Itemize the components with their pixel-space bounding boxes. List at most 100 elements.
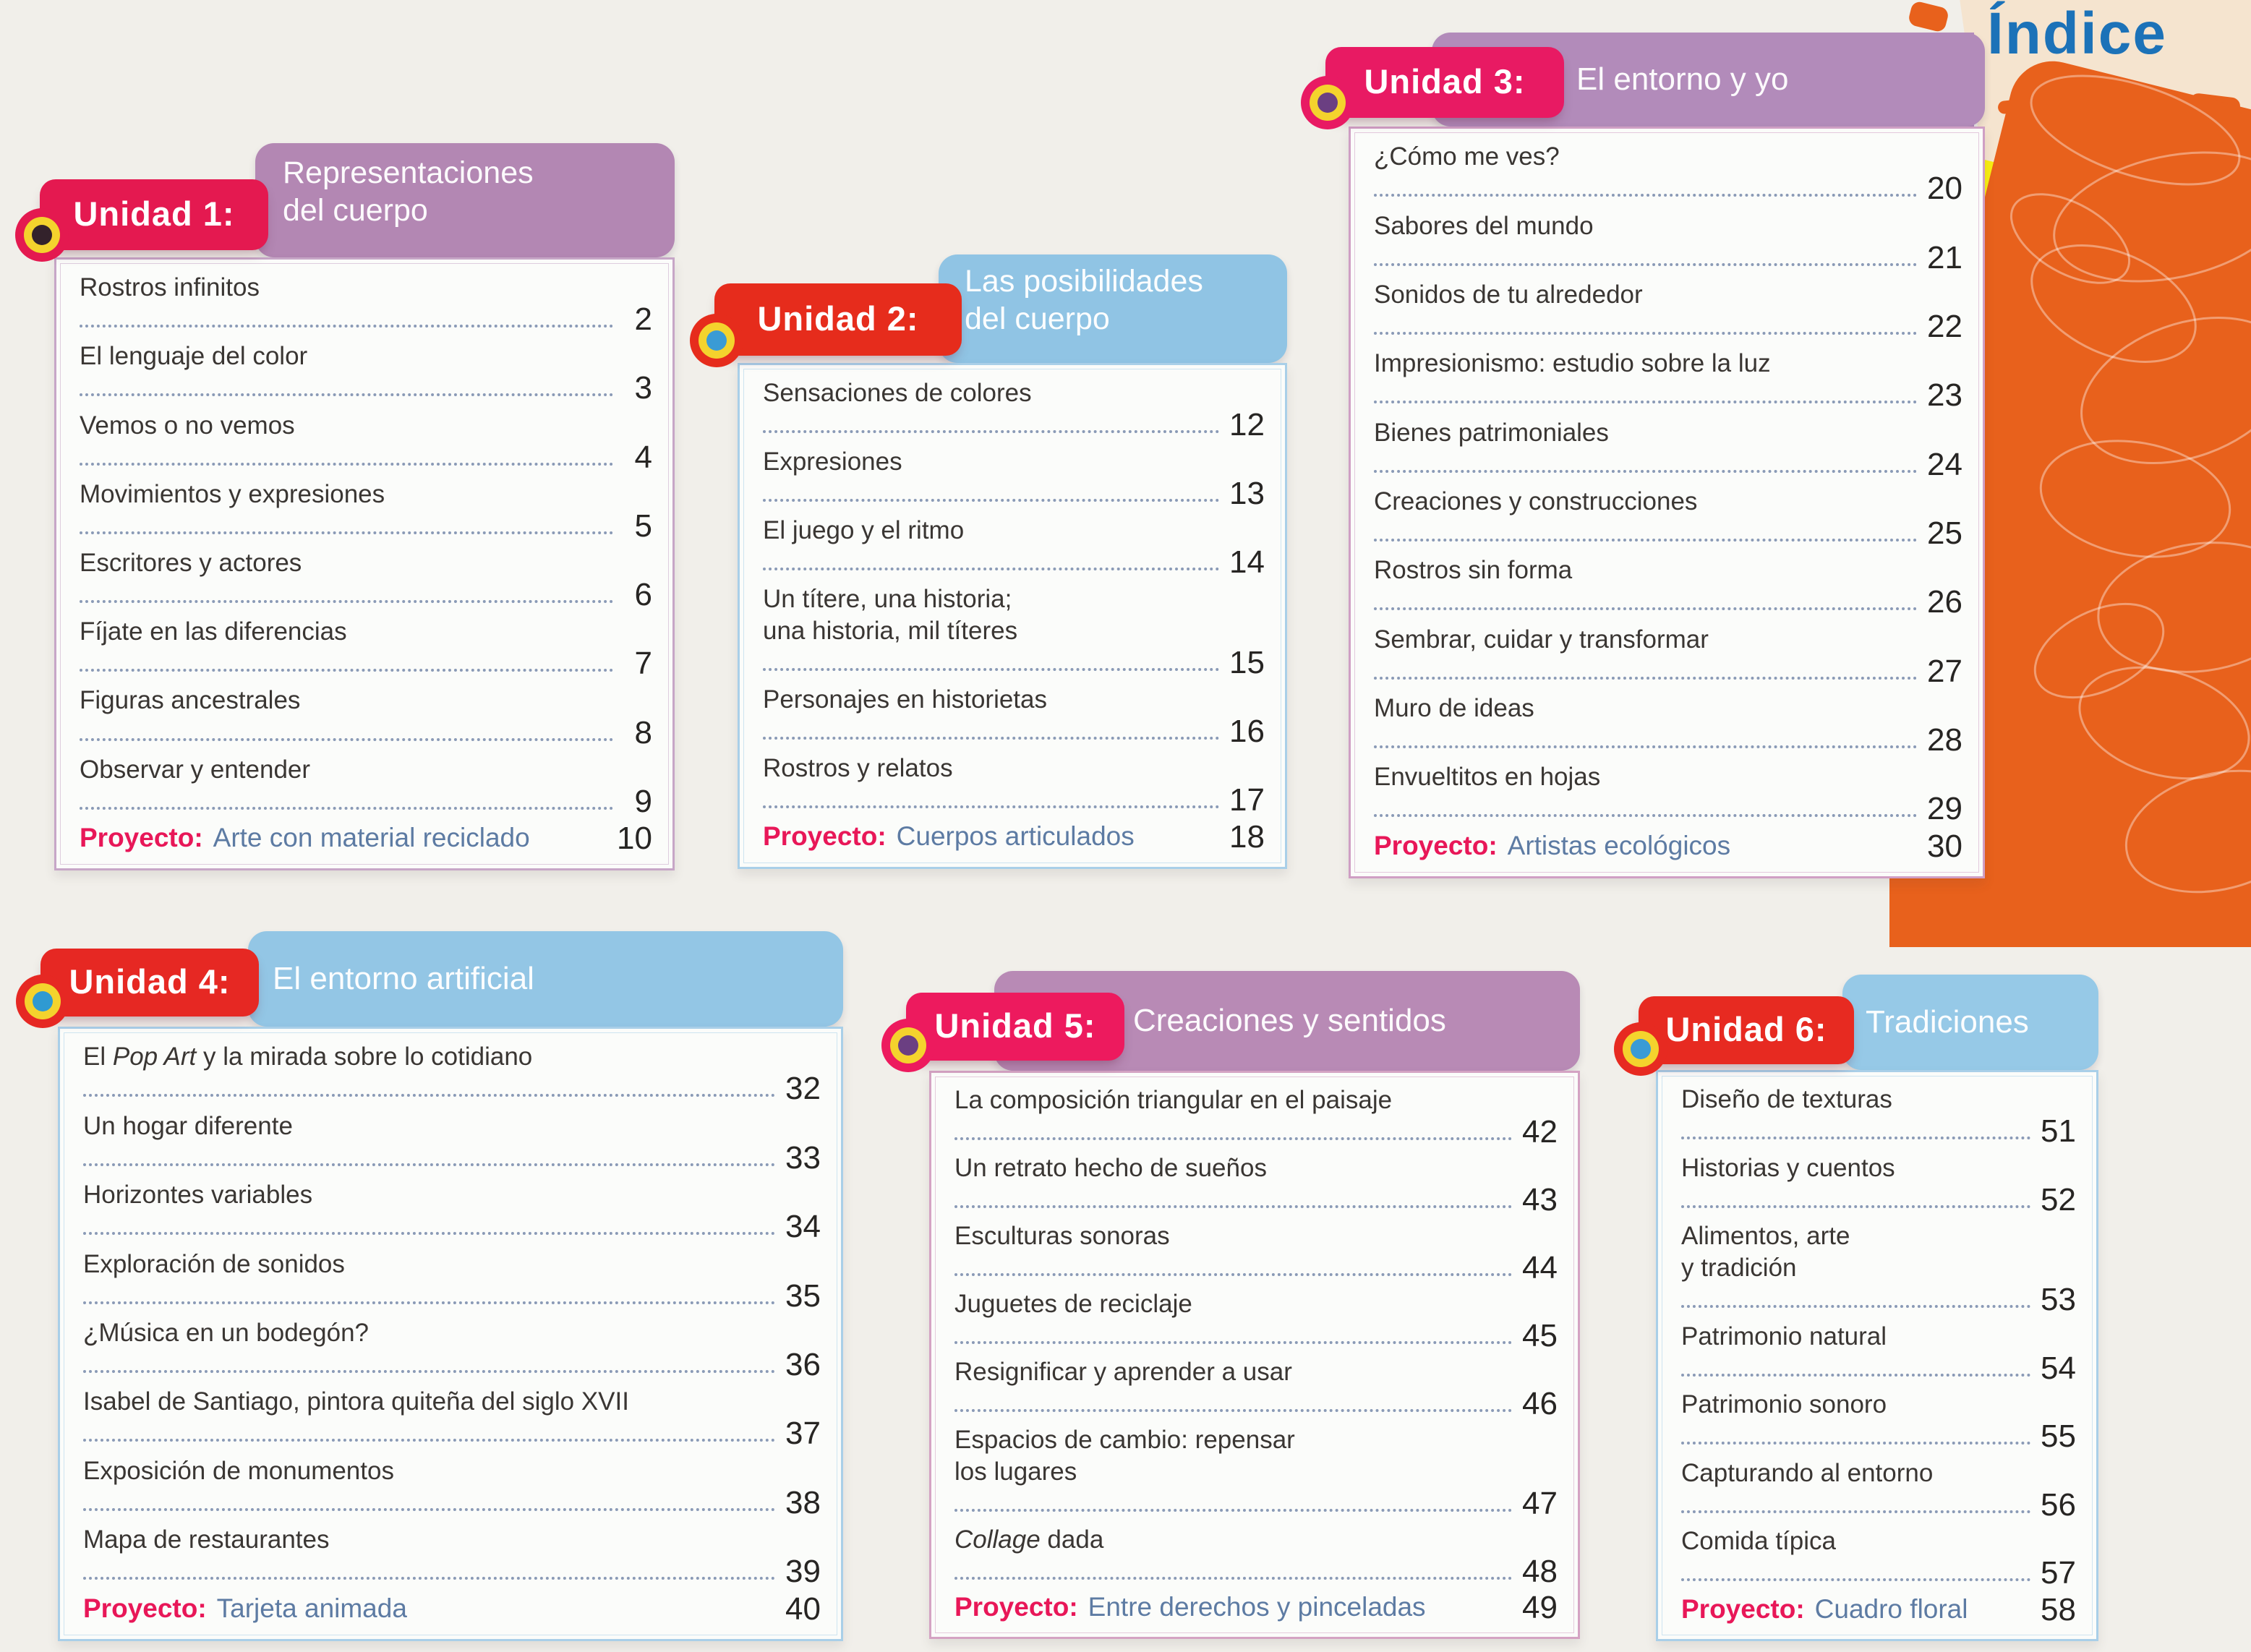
swirl-icon	[16, 975, 69, 1028]
toc-entry: ¿Música en un bodegón? 36	[83, 1317, 821, 1381]
project-prefix: Proyecto:	[954, 1592, 1078, 1622]
leader-dots	[80, 393, 613, 397]
swirl-icon-core	[1631, 1039, 1651, 1059]
swirl-icon-core	[32, 225, 52, 245]
entry-label: Un retrato hecho de sueños	[954, 1153, 1267, 1182]
page-number: 44	[1522, 1250, 1558, 1285]
entry-label: Rostros sin forma	[1374, 556, 1573, 585]
leader-dots	[763, 737, 1220, 740]
page-number: 34	[785, 1209, 821, 1245]
entry-leader-row: 45	[954, 1320, 1558, 1352]
page-number: 40	[785, 1591, 821, 1627]
entry-leader-row: 55	[1681, 1421, 2076, 1452]
page-number: 28	[1927, 722, 1962, 758]
unit-tab: Unidad 4:	[16, 949, 259, 1028]
entry-label: Envueltitos en hojas	[1374, 763, 1601, 792]
entry-label: Capturando al entorno	[1681, 1458, 1934, 1487]
leader-dots	[954, 1273, 1513, 1276]
page-number: 10	[617, 820, 652, 856]
project-prefix: Proyecto:	[80, 822, 203, 852]
leader-dots	[954, 1205, 1513, 1208]
swirl-icon	[15, 208, 69, 262]
toc-entry: Bienes patrimoniales 24	[1374, 417, 1962, 481]
toc-entry: Envueltitos en hojas 29	[1374, 761, 1962, 825]
entry-label: La composición triangular en el paisaje	[954, 1085, 1393, 1114]
page-number: 38	[785, 1484, 821, 1520]
toc-entry: Historias y cuentos 52	[1681, 1152, 2076, 1216]
toc-entry: Observar y entender 9	[80, 754, 652, 818]
project-label: Entre derechos y pinceladas	[1088, 1592, 1426, 1622]
page-number: 7	[634, 646, 652, 682]
page-number: 24	[1927, 446, 1962, 482]
entry-leader-row: 44	[954, 1252, 1558, 1284]
swirl-icon	[1614, 1022, 1667, 1076]
page-number: 4	[634, 439, 652, 475]
leader-dots	[83, 1577, 776, 1580]
orange-dab-shape	[2044, 106, 2093, 128]
entry-label: Impresionismo: estudio sobre la luz	[1374, 349, 1771, 378]
page-number: 21	[1927, 239, 1962, 275]
entry-leader-row: 26	[1374, 586, 1962, 618]
entry-leader-row: 37	[83, 1418, 821, 1450]
entry-label: Bienes patrimoniales	[1374, 418, 1609, 447]
toc-entry: Comida típica 57	[1681, 1525, 2076, 1589]
leader-dots	[1374, 332, 1918, 335]
entry-leader-row: 25	[1374, 518, 1962, 549]
toc-entry: Expresiones 13	[763, 446, 1265, 510]
swirl-icon	[881, 1019, 935, 1072]
leader-dots	[1681, 1137, 2031, 1140]
entry-label: Sensaciones de colores	[763, 378, 1032, 407]
page-number: 3	[634, 370, 652, 406]
leader-dots	[763, 568, 1220, 570]
page-number: 48	[1522, 1554, 1558, 1590]
page-number: 20	[1927, 171, 1962, 207]
unit-header: Representaciones del cuerpo	[255, 143, 675, 257]
page-number: 25	[1927, 515, 1962, 552]
entry-label: Sabores del mundo	[1374, 211, 1594, 240]
page-title: Índice	[1987, 1, 2167, 67]
entry-leader-row: 21	[1374, 239, 1962, 275]
orange-dab-shape	[1997, 98, 2032, 115]
leader-dots	[1374, 814, 1918, 818]
project-entry: Proyecto: Artistas ecológicos 30	[1374, 830, 1962, 863]
leader-dots	[80, 600, 613, 604]
toc-entry: Movimientos y expresiones 5	[80, 479, 652, 542]
page-number: 29	[1927, 791, 1962, 827]
toc-entry: Resignificar y aprender a usar 46	[954, 1356, 1558, 1420]
page-number: 33	[785, 1139, 821, 1176]
page-number: 45	[1522, 1318, 1558, 1353]
entry-leader-row: 16	[763, 716, 1265, 748]
entry-leader-row: 28	[1374, 724, 1962, 756]
toc-entry: Isabel de Santiago, pintora quiteña del …	[83, 1386, 821, 1450]
leader-dots	[83, 1370, 776, 1374]
entry-leader-row: 57	[1681, 1557, 2076, 1589]
entry-label: Expresiones	[763, 447, 902, 476]
entry-leader-row: 22	[1374, 311, 1962, 343]
page-number: 46	[1522, 1386, 1558, 1421]
page-number: 27	[1927, 653, 1962, 689]
page-number: 51	[2041, 1113, 2076, 1150]
entry-label: Figuras ancestrales	[80, 686, 301, 715]
swirl-icon	[690, 314, 743, 367]
leader-dots	[80, 325, 613, 328]
toc-entry: Un hogar diferente 33	[83, 1110, 821, 1174]
unit-tab-label: Unidad 4:	[69, 962, 231, 1001]
project-label: Cuadro floral	[1814, 1593, 1968, 1624]
entry-leader-row: 52	[1681, 1184, 2076, 1216]
orange-dab-shape	[2188, 92, 2242, 118]
entry-label: Exposición de monumentos	[83, 1456, 394, 1485]
toc-entry: Personajes en historietas 16	[763, 684, 1265, 748]
project-entry: Proyecto: Tarjeta animada 40	[83, 1593, 821, 1625]
swirl-icon-ring	[1310, 85, 1346, 121]
swirl-icon	[1301, 76, 1354, 129]
unit-title: El entorno y yo	[1576, 61, 1789, 97]
leader-dots	[1681, 1442, 2031, 1445]
leader-dots	[1681, 1204, 2031, 1208]
entry-label: Collage dada	[954, 1525, 1104, 1554]
entry-label: Alimentos, arte y tradición	[1681, 1222, 1850, 1283]
entry-leader-row: 32	[83, 1073, 821, 1105]
leader-dots	[1681, 1578, 2031, 1582]
entry-label: Rostros infinitos	[80, 273, 260, 302]
leader-dots	[80, 669, 613, 672]
swirl-icon-core	[706, 330, 727, 351]
